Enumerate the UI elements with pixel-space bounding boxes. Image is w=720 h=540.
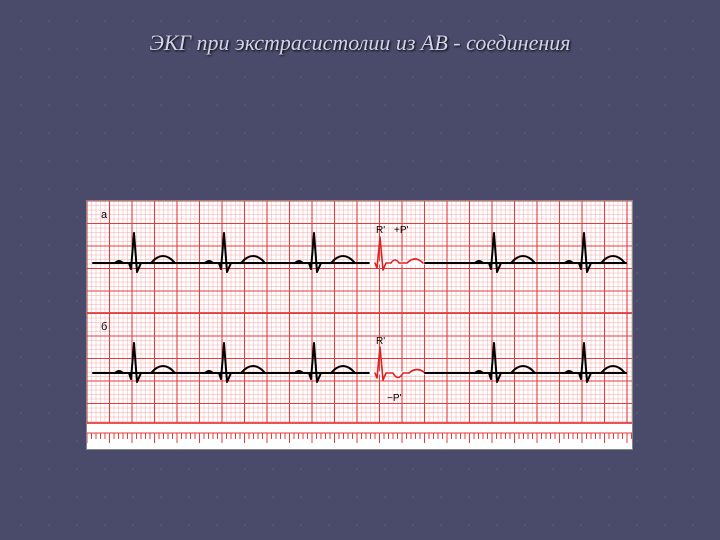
wave-label-b-0: R': [376, 336, 385, 347]
wave-label-b-1: −P': [387, 393, 401, 404]
ecg-chart: [87, 201, 632, 449]
wave-label-a-1: +P': [394, 225, 408, 236]
wave-label-a-0: R': [376, 225, 385, 236]
panel-label-b: б: [101, 321, 107, 333]
panel-label-a: а: [101, 209, 107, 221]
title-text: ЭКГ при экстрасистолии из АВ - соединени…: [150, 30, 571, 55]
slide-title: ЭКГ при экстрасистолии из АВ - соединени…: [0, 0, 720, 56]
ecg-container: а R' +P' б R' −P': [86, 200, 633, 450]
